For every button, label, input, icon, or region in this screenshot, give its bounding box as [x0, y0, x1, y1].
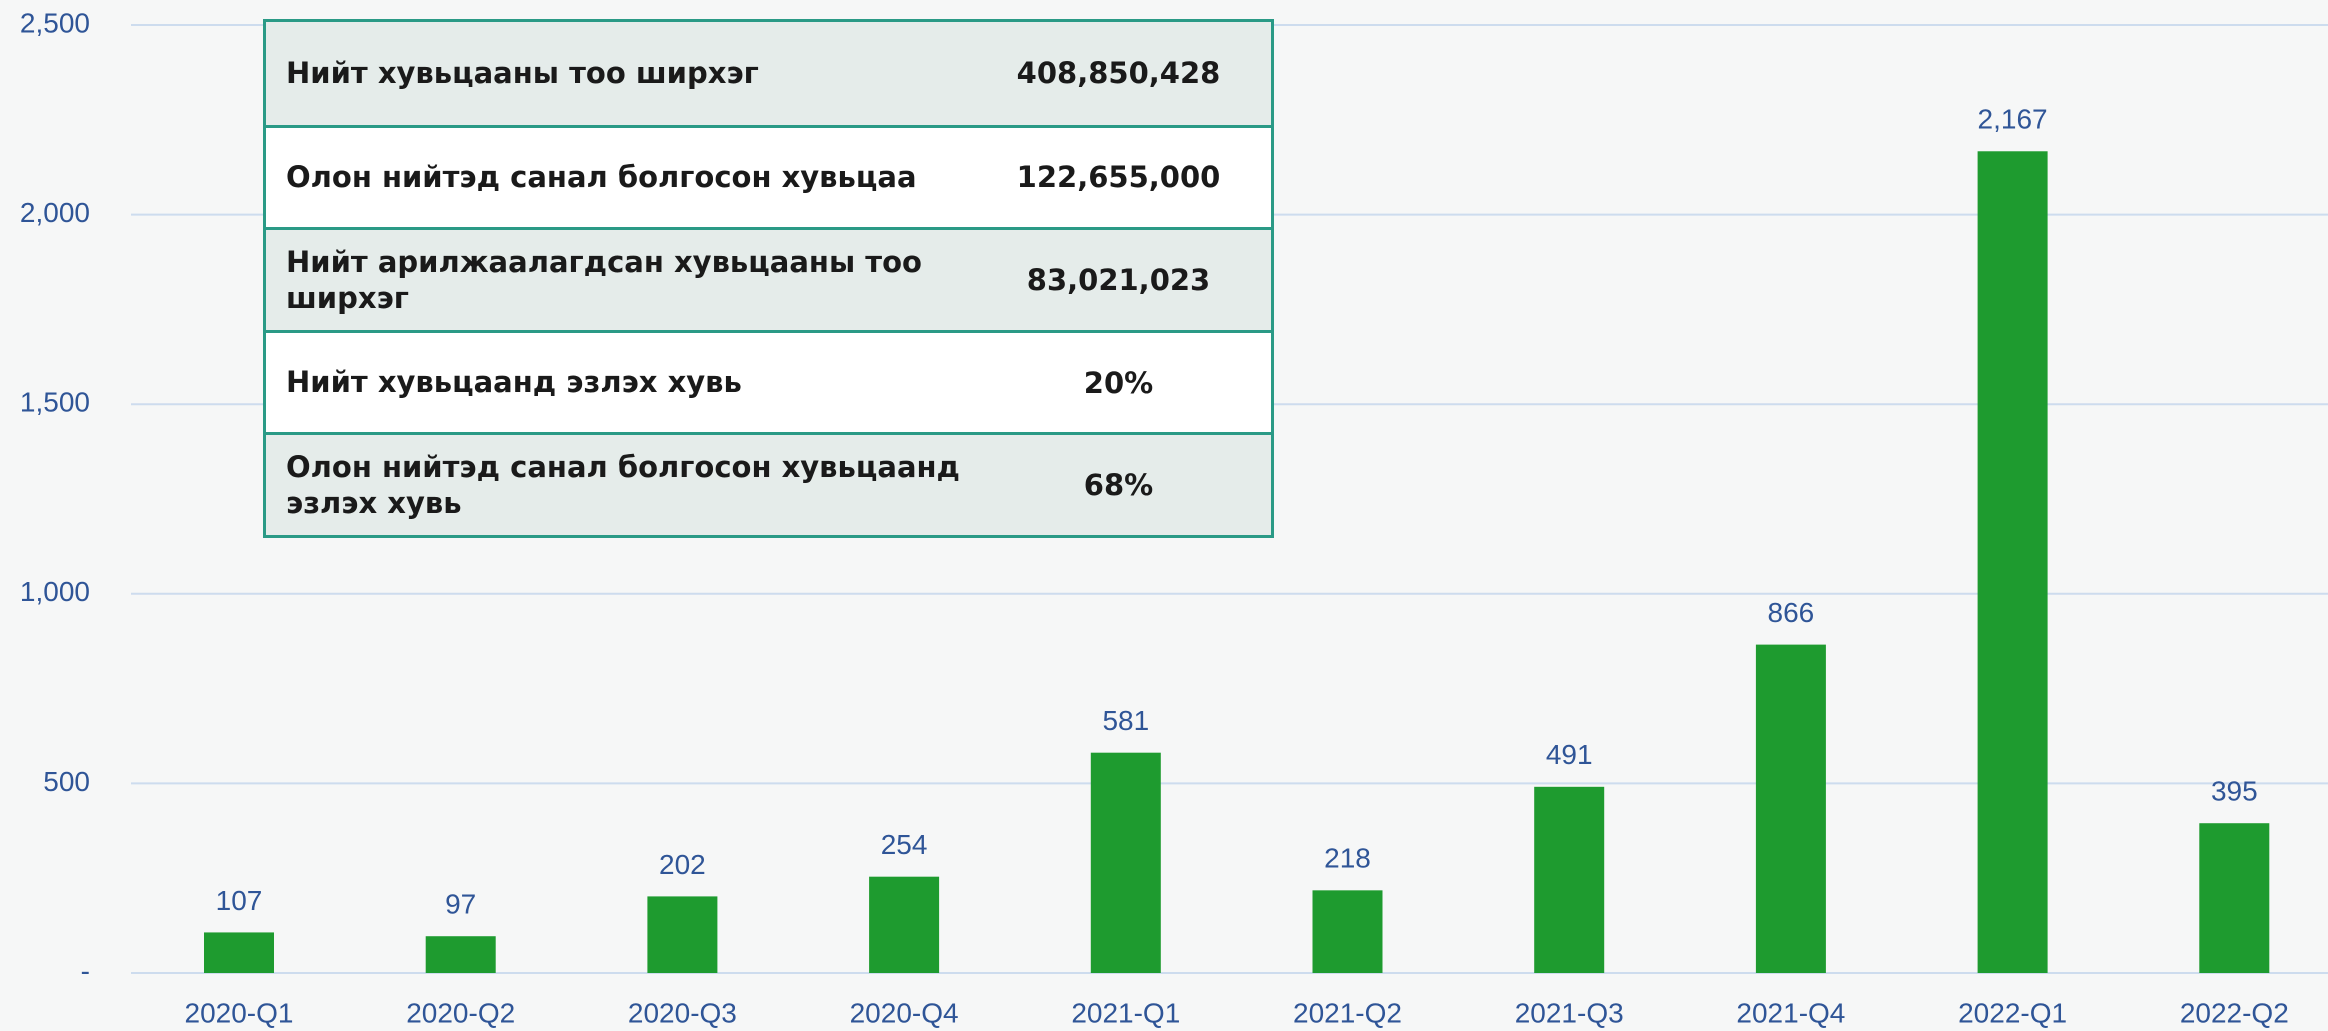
- row-value: 20%: [1083, 365, 1154, 400]
- data-label: 107: [216, 885, 263, 916]
- row-label: Нийт хувьцааны тоо ширхэг: [286, 56, 759, 91]
- y-tick-label: -: [81, 955, 90, 986]
- x-tick-label: 2020-Q1: [185, 997, 294, 1028]
- x-tick-label: 2021-Q1: [1071, 997, 1180, 1028]
- row-value: 122,655,000: [1016, 160, 1221, 195]
- x-tick-label: 2021-Q2: [1293, 997, 1402, 1028]
- table-row: Нийт арилжаалагдсан хувьцааны тоо ширхэг…: [266, 227, 1271, 330]
- x-tick-label: 2021-Q4: [1736, 997, 1845, 1028]
- x-tick-label: 2022-Q2: [2180, 997, 2289, 1028]
- bar: [869, 876, 940, 973]
- x-tick-label: 2020-Q4: [850, 997, 959, 1028]
- row-label: Олон нийтэд санал болгосон хувьцаа: [286, 160, 917, 195]
- row-value: 408,850,428: [1016, 56, 1221, 91]
- table-row: Олон нийтэд санал болгосон хувьцаа 122,65…: [266, 124, 1271, 228]
- row-value: 83,021,023: [1026, 262, 1211, 297]
- bar: [1090, 752, 1161, 973]
- y-tick-label: 500: [43, 766, 90, 797]
- data-label: 2,167: [1978, 104, 2048, 135]
- bar: [2199, 823, 2270, 973]
- x-tick-label: 2020-Q3: [628, 997, 737, 1028]
- row-label: Олон нийтэд санал болгосон хувьцаанд эзл…: [286, 449, 960, 521]
- x-tick-label: 2020-Q2: [406, 997, 515, 1028]
- table-row: Олон нийтэд санал болгосон хувьцаанд эзл…: [266, 432, 1271, 535]
- bar: [425, 936, 496, 973]
- data-label: 202: [659, 849, 706, 880]
- data-label: 254: [881, 829, 928, 860]
- data-label: 97: [445, 889, 476, 920]
- row-value: 68%: [1083, 468, 1154, 503]
- bar: [1312, 890, 1383, 973]
- y-tick-label: 2,500: [20, 7, 90, 38]
- row-label: Нийт хувьцаанд эзлэх хувь: [286, 365, 742, 400]
- table-row: Нийт хувьцаанд эзлэх хувь 20%: [266, 329, 1271, 433]
- row-label: Нийт арилжаалагдсан хувьцааны тоо ширхэг: [286, 244, 922, 315]
- y-tick-label: 1,500: [20, 387, 90, 418]
- summary-table: Нийт хувьцааны тоо ширхэг 408,850,428 Олон…: [263, 19, 1274, 538]
- y-tick-label: 1,000: [20, 576, 90, 607]
- data-label: 395: [2211, 776, 2258, 807]
- bar: [647, 896, 718, 973]
- bar: [1755, 644, 1826, 973]
- x-tick-label: 2022-Q1: [1958, 997, 2067, 1028]
- table-row: Нийт хувьцааны тоо ширхэг 408,850,428: [266, 22, 1271, 125]
- data-label: 491: [1546, 739, 1593, 770]
- data-label: 866: [1768, 597, 1815, 628]
- bar: [1977, 151, 2048, 973]
- y-tick-label: 2,000: [20, 197, 90, 228]
- x-tick-label: 2021-Q3: [1515, 997, 1624, 1028]
- bar: [1534, 786, 1605, 973]
- data-label: 581: [1102, 705, 1149, 736]
- bar: [204, 932, 274, 973]
- data-label: 218: [1324, 843, 1371, 874]
